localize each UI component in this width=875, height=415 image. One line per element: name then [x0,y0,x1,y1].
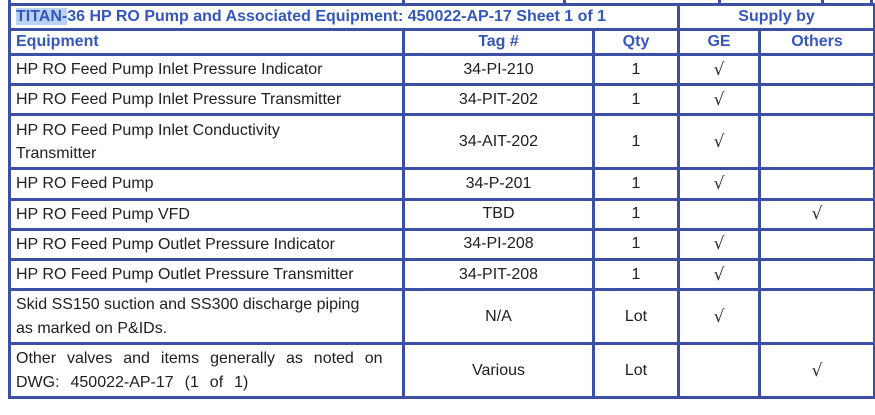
divider [718,0,721,3]
ge-check-cell: √ [677,113,762,171]
tag-cell: 34-P-201 [402,167,595,201]
ge-check-cell: √ [677,167,762,201]
table-row: HP RO Feed Pump Inlet Conductivity Trans… [8,113,875,171]
equipment-column-header: Equipment [8,28,405,56]
qty-column-header: Qty [591,28,681,56]
others-check-cell: √ [758,197,875,231]
ge-check-cell: √ [677,52,762,87]
qty-cell: 1 [591,257,681,292]
equipment-cell: Skid SS150 suction and SS300 discharge p… [8,288,405,346]
ge-check-cell: √ [677,227,762,261]
others-check-cell: √ [758,342,875,400]
qty-cell: 1 [591,197,681,231]
qty-cell: 1 [591,227,681,261]
others-check-cell [758,257,875,292]
qty-cell: Lot [591,342,681,400]
others-check-cell [758,167,875,201]
others-check-cell [758,288,875,346]
others-check-cell [758,227,875,261]
divider [402,0,405,3]
tag-cell: TBD [402,197,595,231]
equipment-cell: HP RO Feed Pump Outlet Pressure Transmit… [8,257,405,292]
equipment-cell: HP RO Feed Pump Outlet Pressure Indicato… [8,227,405,261]
qty-cell: 1 [591,167,681,201]
ge-check-cell: √ [677,288,762,346]
table-row: HP RO Feed Pump Outlet Pressure Transmit… [8,257,875,292]
tag-cell: 34-PI-208 [402,227,595,261]
ge-check-cell [677,197,762,231]
search-highlight: TITAN- [16,8,68,25]
tag-cell: 34-PIT-202 [402,83,595,117]
equipment-table: TITAN-36 HP RO Pump and Associated Equip… [7,3,875,400]
equipment-cell: HP RO Feed Pump Inlet Conductivity Trans… [8,113,405,171]
table-row: HP RO Feed Pump Inlet Pressure Transmitt… [8,83,875,117]
qty-cell: Lot [591,288,681,346]
qty-cell: 1 [591,113,681,171]
others-column-header: Others [758,28,875,56]
ge-check-cell [677,342,762,400]
table-row: Skid SS150 suction and SS300 discharge p… [8,288,875,346]
ge-check-cell: √ [677,83,762,117]
tag-cell: 34-AIT-202 [402,113,595,171]
divider [821,0,824,3]
ge-check-cell: √ [677,257,762,292]
qty-cell: 1 [591,83,681,117]
tag-cell: 34-PI-210 [402,52,595,87]
equipment-cell: HP RO Feed Pump [8,167,405,201]
title-text: 36 HP RO Pump and Associated Equipment: … [67,8,607,25]
equipment-cell: Other valves and items generally as note… [8,342,405,400]
table-row: HP RO Feed Pump 34-P-201 1 √ [8,167,875,201]
others-check-cell [758,113,875,171]
table-row: Other valves and items generally as note… [8,342,875,400]
tag-cell: Various [402,342,595,400]
tag-cell: 34-PIT-208 [402,257,595,292]
tag-column-header: Tag # [402,28,595,56]
tag-cell: N/A [402,288,595,346]
column-header-row: Equipment Tag # Qty GE Others [8,28,875,56]
equipment-cell: HP RO Feed Pump VFD [8,197,405,231]
divider [563,0,566,3]
qty-cell: 1 [591,52,681,87]
divider [8,0,11,3]
table-row: HP RO Feed Pump Outlet Pressure Indicato… [8,227,875,261]
table-row: HP RO Feed Pump Inlet Pressure Indicator… [8,52,875,87]
divider [870,0,873,3]
table-row: HP RO Feed Pump VFD TBD 1 √ [8,197,875,231]
ge-column-header: GE [677,28,762,56]
equipment-cell: HP RO Feed Pump Inlet Pressure Indicator [8,52,405,87]
cropped-row-above-sliver [0,0,875,3]
others-check-cell [758,83,875,117]
table-title: TITAN-36 HP RO Pump and Associated Equip… [7,3,681,31]
equipment-cell: HP RO Feed Pump Inlet Pressure Transmitt… [8,83,405,117]
others-check-cell [758,52,875,87]
title-row: TITAN-36 HP RO Pump and Associated Equip… [7,3,875,31]
supply-by-header: Supply by [677,3,875,31]
